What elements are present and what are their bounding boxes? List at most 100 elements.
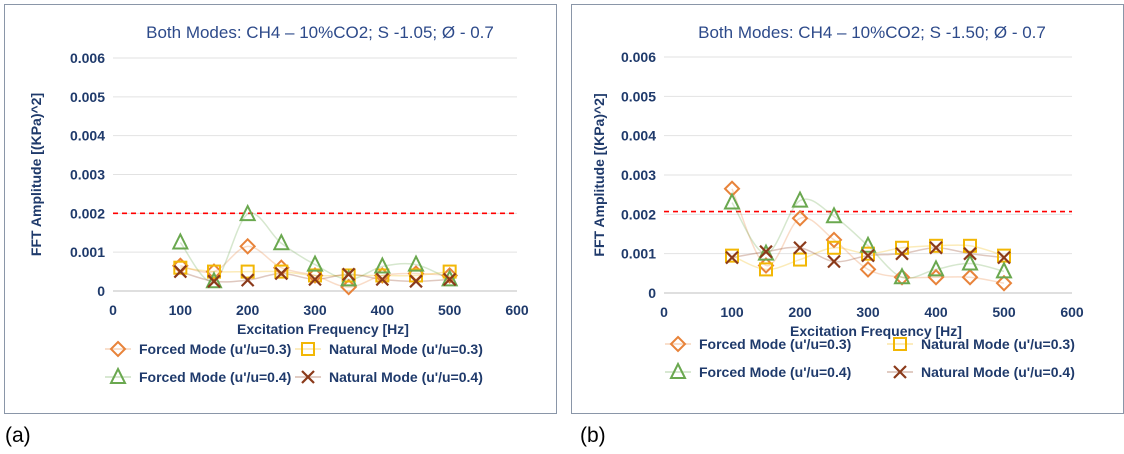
data-point-triangle <box>757 243 775 261</box>
data-point-x <box>827 254 841 269</box>
series-line-1 <box>180 245 450 288</box>
data-point-x-stroke-2 <box>375 272 390 287</box>
data-point-triangle <box>306 254 324 272</box>
data-point-triangle <box>171 232 189 250</box>
panel-tag-b: (b) <box>580 424 606 447</box>
data-point-x <box>375 272 390 287</box>
legend-marker-x-stroke-2 <box>301 370 315 384</box>
legend-marker-square <box>893 337 907 351</box>
data-point-x <box>861 248 875 263</box>
y-tick-label: 0.004 <box>621 128 656 144</box>
series-line-2 <box>731 244 1005 271</box>
data-point-x-stroke-2 <box>861 248 875 263</box>
y-tick-label: 0.001 <box>621 246 656 262</box>
data-point-x-stroke-2 <box>240 273 255 287</box>
legend-label: Forced Mode (u'/u=0.3) <box>699 336 851 352</box>
data-point-square <box>793 252 807 267</box>
panel-tag-a: (a) <box>5 424 31 447</box>
data-point-diamond <box>961 268 979 286</box>
y-tick-label: 0 <box>97 283 105 299</box>
x-tick-label: 400 <box>371 302 395 318</box>
data-point-square <box>861 246 875 261</box>
y-tick-label: 0.003 <box>70 167 105 183</box>
data-point-triangle <box>893 267 911 285</box>
series-line-2 <box>180 266 450 277</box>
data-point-x <box>793 240 807 255</box>
data-point-x <box>442 272 457 287</box>
x-tick-label: 500 <box>438 302 462 318</box>
series-line-3 <box>731 198 1005 279</box>
data-point-x-stroke-2 <box>274 266 289 281</box>
y-axis-label: FFT Amplitude [(KPa)^2] <box>591 93 607 256</box>
series-line-3 <box>179 212 450 283</box>
legend-label: Natural Mode (u'/u=0.3) <box>921 336 1075 352</box>
data-point-diamond <box>239 237 257 255</box>
legend-label: Forced Mode (u'/u=0.4) <box>699 364 851 380</box>
legend-label: Natural Mode (u'/u=0.3) <box>329 341 483 357</box>
x-tick-label: 100 <box>169 302 193 318</box>
chart-svg-b: Both Modes: CH4 – 10%CO2; S -1.50; Ø - 0… <box>591 23 1084 380</box>
data-point-x <box>895 246 909 261</box>
chart-title: Both Modes: CH4 – 10%CO2; S -1.50; Ø - 0… <box>698 23 1046 42</box>
data-point-triangle <box>272 232 290 251</box>
data-point-triangle <box>239 203 257 222</box>
data-point-x <box>240 273 255 287</box>
legend-marker-x-stroke-2 <box>893 365 907 379</box>
y-tick-label: 0.005 <box>621 88 656 104</box>
data-point-square <box>173 260 188 275</box>
legend-marker-square <box>301 342 315 356</box>
data-point-triangle <box>441 269 459 287</box>
data-point-x <box>725 250 739 265</box>
y-axis-label: FFT Amplitude [(KPa)^2] <box>28 93 44 256</box>
legend-marker-x <box>301 370 315 384</box>
x-tick-label: 300 <box>303 302 327 318</box>
data-point-x <box>963 246 977 261</box>
data-point-x <box>341 267 356 282</box>
legend-marker-diamond <box>109 340 127 358</box>
data-point-diamond <box>791 209 809 227</box>
data-point-x-stroke-2 <box>929 240 943 255</box>
data-point-triangle <box>927 259 945 277</box>
y-tick-label: 0.006 <box>621 49 656 65</box>
data-point-triangle <box>995 261 1013 279</box>
data-point-x <box>929 240 943 255</box>
data-point-square <box>375 268 390 283</box>
series-line-1 <box>731 188 1005 284</box>
data-point-x-stroke-2 <box>442 272 457 287</box>
data-point-triangle <box>859 235 877 253</box>
data-point-x <box>207 274 221 289</box>
data-point-square <box>274 264 289 279</box>
x-tick-label: 600 <box>1060 304 1084 320</box>
data-point-x <box>173 264 188 279</box>
legend-label: Forced Mode (u'/u=0.3) <box>139 341 291 357</box>
data-point-diamond <box>825 231 843 249</box>
data-point-triangle <box>205 271 223 289</box>
data-point-square <box>725 248 739 263</box>
x-tick-label: 600 <box>505 302 529 318</box>
x-axis-label: Excitation Frequency [Hz] <box>237 321 409 337</box>
data-point-diamond <box>995 274 1013 292</box>
x-tick-label: 400 <box>924 304 948 320</box>
data-point-x-stroke-2 <box>895 246 909 261</box>
data-point-square <box>963 238 977 253</box>
chart-title: Both Modes: CH4 – 10%CO2; S -1.05; Ø - 0… <box>146 23 494 42</box>
data-point-triangle <box>961 253 979 271</box>
data-point-x <box>409 274 423 289</box>
data-point-x-stroke-2 <box>173 264 188 279</box>
data-point-x-stroke-2 <box>827 254 841 269</box>
data-point-triangle <box>791 190 809 208</box>
data-point-x <box>308 272 322 287</box>
data-point-square <box>207 264 221 279</box>
x-tick-label: 0 <box>109 302 117 318</box>
data-point-triangle <box>407 254 425 272</box>
data-point-square <box>442 264 457 279</box>
y-tick-label: 0.001 <box>70 244 105 260</box>
x-tick-label: 200 <box>788 304 812 320</box>
legend-marker-triangle <box>109 366 127 384</box>
y-tick-label: 0.002 <box>621 206 656 222</box>
y-tick-label: 0.003 <box>621 167 656 183</box>
y-tick-label: 0.005 <box>70 89 105 105</box>
data-point-x-stroke-2 <box>207 274 221 289</box>
data-point-triangle <box>723 192 741 210</box>
legend-marker-triangle <box>669 361 687 379</box>
